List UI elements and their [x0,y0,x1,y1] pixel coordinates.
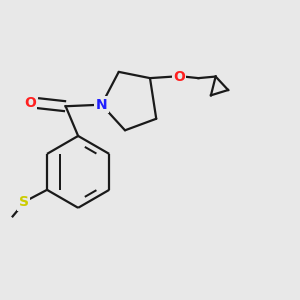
Text: S: S [19,195,28,209]
Text: O: O [24,96,36,110]
Text: N: N [96,98,107,112]
Text: O: O [173,70,185,84]
